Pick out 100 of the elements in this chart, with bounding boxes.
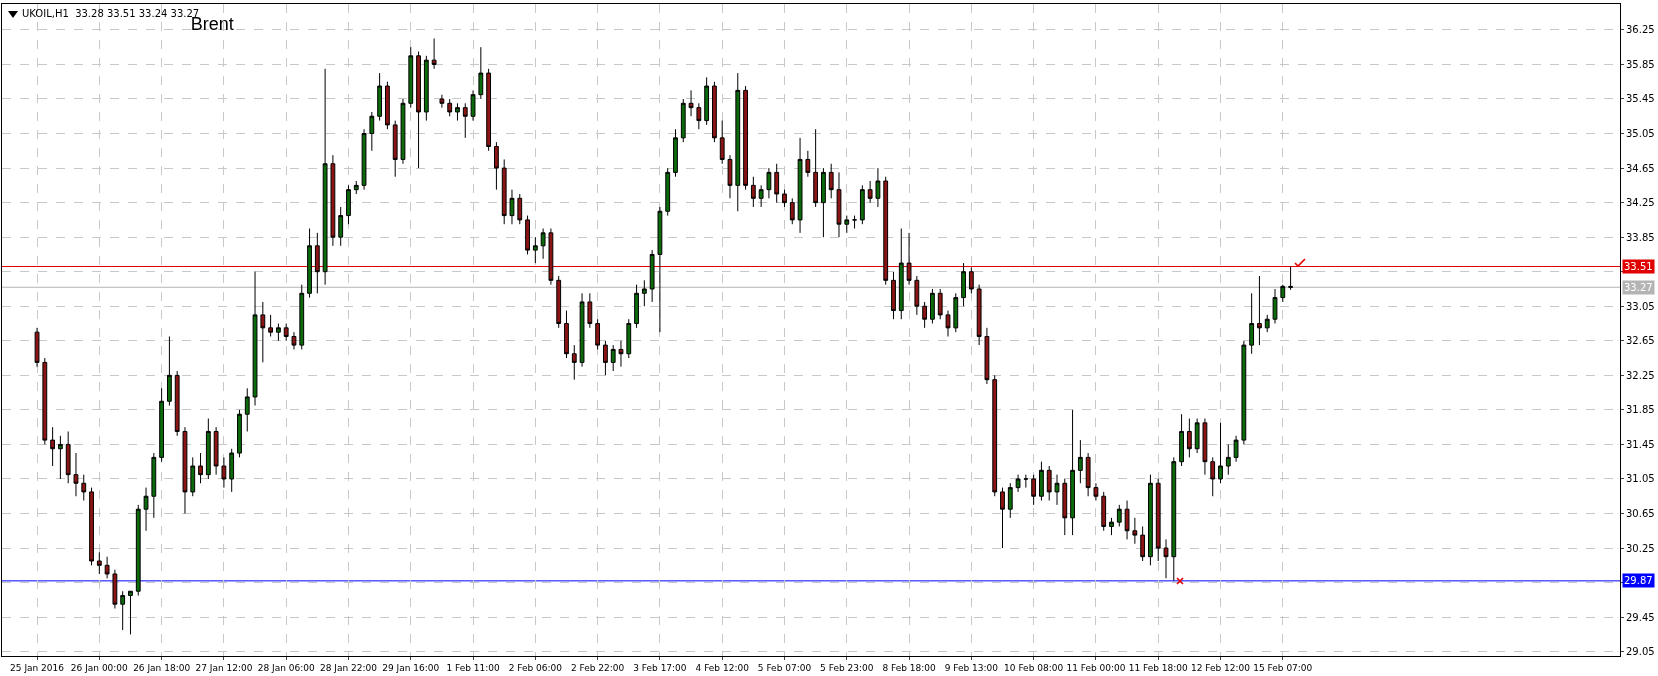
- text: 36.25: [1626, 24, 1655, 36]
- candlestick: [1109, 517, 1114, 536]
- candlestick: [478, 46, 484, 100]
- candlestick: [1039, 461, 1044, 502]
- candlestick: [190, 456, 196, 497]
- candlestick: [688, 89, 694, 117]
- candlestick: [1257, 275, 1262, 346]
- text: 33.85: [1626, 231, 1655, 243]
- text: 35.45: [1626, 93, 1655, 105]
- candlestick: [610, 344, 616, 372]
- candlestick: [891, 271, 896, 320]
- candlestick: [392, 120, 398, 178]
- candlestick: [159, 387, 165, 463]
- candlestick: [34, 327, 40, 368]
- candlestick: [73, 452, 79, 497]
- candlestick: [883, 176, 889, 286]
- candlestick: [213, 426, 219, 476]
- candlestick: [229, 448, 235, 493]
- candlestick: [322, 68, 328, 286]
- candlestick: [260, 301, 266, 363]
- candlestick: [945, 310, 951, 337]
- candlestick: [447, 98, 453, 117]
- candlestick: [961, 262, 966, 307]
- candlestick: [634, 284, 639, 329]
- candlestick: [198, 452, 203, 484]
- candlestick: [509, 189, 515, 225]
- candlestick: [346, 184, 351, 225]
- candlestick: [805, 150, 811, 178]
- candlestick: [431, 38, 437, 70]
- candlestick: [540, 228, 546, 260]
- x-tick-label: 28 Jan 06:00: [257, 662, 315, 673]
- candlestick: [898, 228, 904, 320]
- candlestick: [205, 418, 211, 480]
- candlestick: [1233, 435, 1239, 463]
- candlestick: [603, 340, 608, 376]
- candlestick: [1186, 418, 1192, 458]
- candlestick: [1225, 443, 1231, 476]
- candlestick: [89, 487, 94, 566]
- text: 35.05: [1626, 128, 1655, 140]
- candlestick: [789, 197, 795, 225]
- x-tick-label: 5 Feb 07:00: [757, 662, 812, 673]
- candlestick: [906, 232, 912, 286]
- candlestick: [128, 590, 133, 635]
- candlestick: [1023, 474, 1029, 489]
- candlestick: [65, 430, 71, 484]
- candlestick: [1218, 422, 1223, 484]
- candlestick: [821, 167, 826, 238]
- candlestick: [1007, 482, 1013, 519]
- candlestick: [766, 167, 772, 199]
- candlestick: [314, 232, 320, 294]
- candlestick: [587, 292, 593, 329]
- candlestick: [338, 206, 344, 247]
- candlestick: [268, 314, 274, 337]
- candlestick: [112, 569, 118, 609]
- candlestick: [1132, 517, 1138, 545]
- candlestick: [42, 357, 48, 445]
- candlestick: [143, 487, 149, 532]
- candlestick: [595, 318, 601, 350]
- candlestick: [1062, 478, 1068, 536]
- text: 34.65: [1626, 162, 1655, 174]
- candlestick: [719, 120, 725, 165]
- candlestick: [984, 327, 990, 385]
- x-tick-label: 5 Feb 23:00: [820, 662, 874, 673]
- candlestick: [1163, 538, 1169, 579]
- candlestick: [782, 189, 787, 208]
- candlestick: [439, 94, 445, 109]
- candlestick: [1210, 456, 1216, 497]
- candlestick: [517, 193, 523, 225]
- candlestick: [735, 72, 741, 212]
- candlestick: [992, 374, 998, 497]
- x-tick-label: 3 Feb 17:00: [633, 662, 687, 673]
- x-tick-label: 1 Feb 11:00: [446, 662, 500, 673]
- candlestick: [867, 180, 873, 204]
- candlestick: [649, 249, 655, 303]
- candlestick: [81, 474, 87, 502]
- candlestick: [174, 370, 180, 437]
- text: 32.65: [1626, 335, 1655, 347]
- x-tick-label: 12 Feb 12:00: [1190, 662, 1251, 673]
- text: 29.05: [1626, 646, 1655, 658]
- candlestick: [151, 452, 157, 519]
- candlestick: [1280, 284, 1286, 303]
- candlestick: [182, 426, 188, 515]
- x-tick-label: 2 Feb 06:00: [508, 662, 563, 673]
- candlestick: [330, 154, 336, 247]
- candlestick: [813, 128, 819, 208]
- text: 30.65: [1626, 508, 1655, 520]
- candlestick: [1288, 266, 1293, 291]
- candlestick: [571, 344, 577, 381]
- text: 31.45: [1626, 438, 1655, 450]
- candlestick: [797, 137, 803, 234]
- candlestick: [486, 68, 492, 152]
- candlestick: [1272, 288, 1278, 325]
- candlestick: [361, 128, 367, 191]
- candlestick: [1116, 504, 1122, 527]
- candlestick: [1077, 439, 1083, 484]
- candlestick: [455, 102, 460, 122]
- text: 30.25: [1626, 542, 1655, 554]
- text: 33.05: [1626, 300, 1655, 312]
- x-tick-label: 28 Jan 22:00: [319, 662, 378, 673]
- candlestick: [1000, 487, 1005, 549]
